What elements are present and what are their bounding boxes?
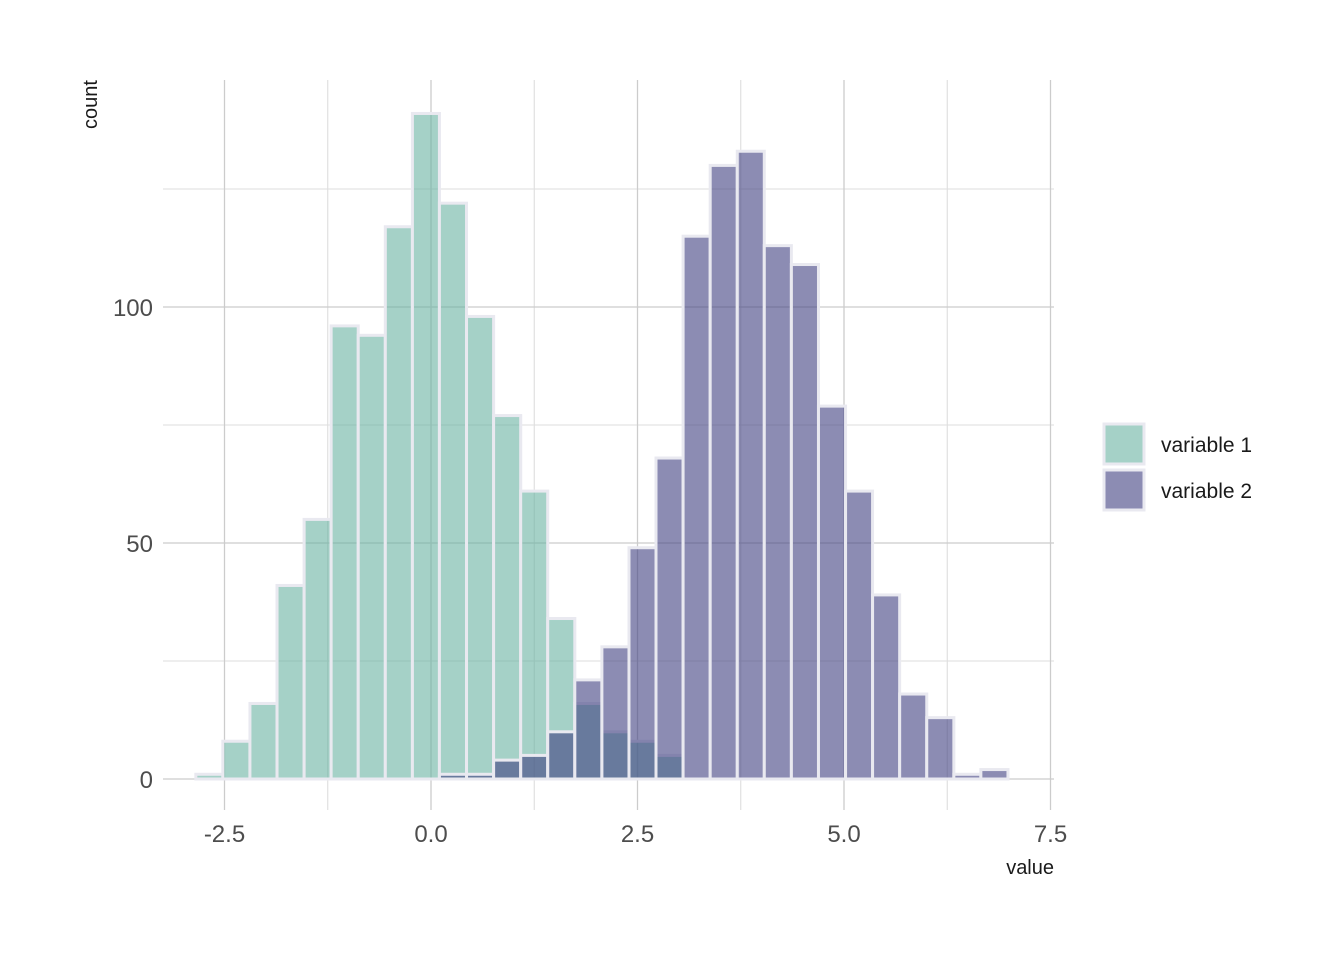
histogram-bar: [925, 716, 956, 781]
histogram-bar: [383, 225, 414, 781]
histogram-bar: [302, 517, 333, 781]
histogram-bar: [735, 149, 766, 781]
histogram-bar: [356, 333, 387, 781]
histogram-bar: [465, 314, 496, 781]
histogram-bar: [816, 404, 848, 781]
x-tick-label: 0.0: [414, 821, 447, 848]
histogram-bar: [898, 692, 929, 781]
histogram-bar: [979, 768, 1010, 781]
histogram-bar: [437, 772, 469, 781]
x-tick-label: 7.5: [1034, 821, 1067, 848]
y-tick-label: 100: [113, 295, 153, 322]
histogram-bar: [627, 546, 658, 781]
x-axis-tick-labels: -2.5 0.0 2.5 5.0 7.5: [204, 821, 1067, 848]
legend-item: variable 2: [1102, 468, 1252, 512]
legend-key-swatch: [1102, 468, 1146, 512]
histogram-bar: [952, 772, 983, 781]
histogram-bar: [492, 414, 523, 781]
histogram-bar: [762, 244, 793, 781]
histogram-bar: [573, 678, 604, 781]
histogram-bar: [789, 263, 820, 781]
legend-key-swatch: [1102, 422, 1146, 466]
y-tick-label: 50: [126, 531, 153, 558]
histogram-bar: [519, 753, 550, 781]
y-axis-tick-labels: 0 50 100: [113, 295, 153, 794]
x-tick-label: 5.0: [827, 821, 860, 848]
y-axis-title: count: [80, 80, 102, 129]
histogram-bars: [194, 111, 1010, 781]
histogram-bar: [275, 583, 306, 781]
legend-label: variable 1: [1161, 434, 1252, 457]
histogram-bar: [221, 739, 252, 781]
histogram-bar: [871, 593, 902, 781]
histogram-bar: [600, 645, 631, 781]
histogram-bar: [654, 456, 685, 781]
histogram-bar: [519, 489, 550, 781]
y-tick-label: 0: [140, 767, 153, 794]
histogram-bar: [248, 701, 279, 781]
histogram-bar: [681, 234, 712, 781]
histogram-bar: [708, 163, 739, 781]
series-2-bars: [437, 149, 1010, 781]
x-axis-title: value: [1006, 857, 1054, 879]
x-tick-label: 2.5: [621, 821, 654, 848]
histogram-bar: [465, 772, 496, 781]
x-tick-label: -2.5: [204, 821, 245, 848]
legend: variable 1 variable 2: [1102, 422, 1252, 512]
histogram-bar: [194, 772, 225, 781]
histogram-bar: [437, 201, 469, 781]
histogram-bar: [410, 111, 441, 781]
histogram-bar: [492, 758, 523, 781]
histogram-bar: [329, 324, 360, 781]
legend-item: variable 1: [1102, 422, 1252, 466]
legend-label: variable 2: [1161, 480, 1252, 503]
histogram-bar: [844, 489, 875, 781]
histogram-bar: [546, 730, 577, 781]
